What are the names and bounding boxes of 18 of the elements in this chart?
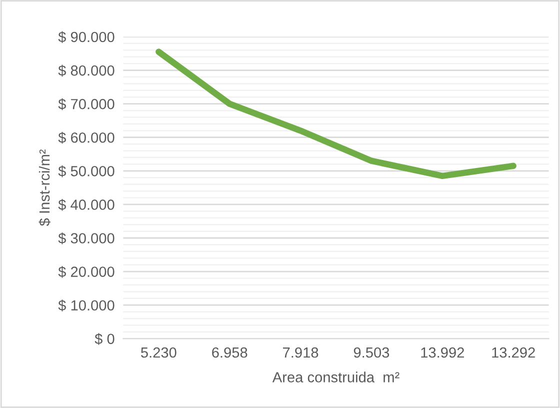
x-axis-title: Area construida m² [272,372,400,382]
y-tick-label: $ 20.000 [58,266,114,278]
x-tick-label: 6.958 [212,347,248,358]
y-tick-label: $ 30.000 [58,232,114,244]
x-tick-label: 9.503 [354,347,390,358]
y-tick-label: $ 10.000 [58,300,114,312]
y-tick-label: $ 90.000 [58,31,114,44]
y-tick-label: $ 80.000 [58,64,114,77]
y-axis-title: $ Inst-rci/m² [38,149,51,226]
y-tick-label: $ 0 [94,333,114,345]
x-tick-label: 13.992 [421,347,464,358]
x-tick-label: 7.918 [283,347,318,358]
x-tick-label: 5.230 [141,347,176,358]
y-tick-label: $ 70.000 [58,98,114,110]
x-tick-label: 13.292 [492,347,535,358]
y-tick-label: $ 60.000 [58,132,114,144]
y-tick-label: $ 40.000 [58,198,114,211]
y-tick-label: $ 50.000 [58,165,114,178]
